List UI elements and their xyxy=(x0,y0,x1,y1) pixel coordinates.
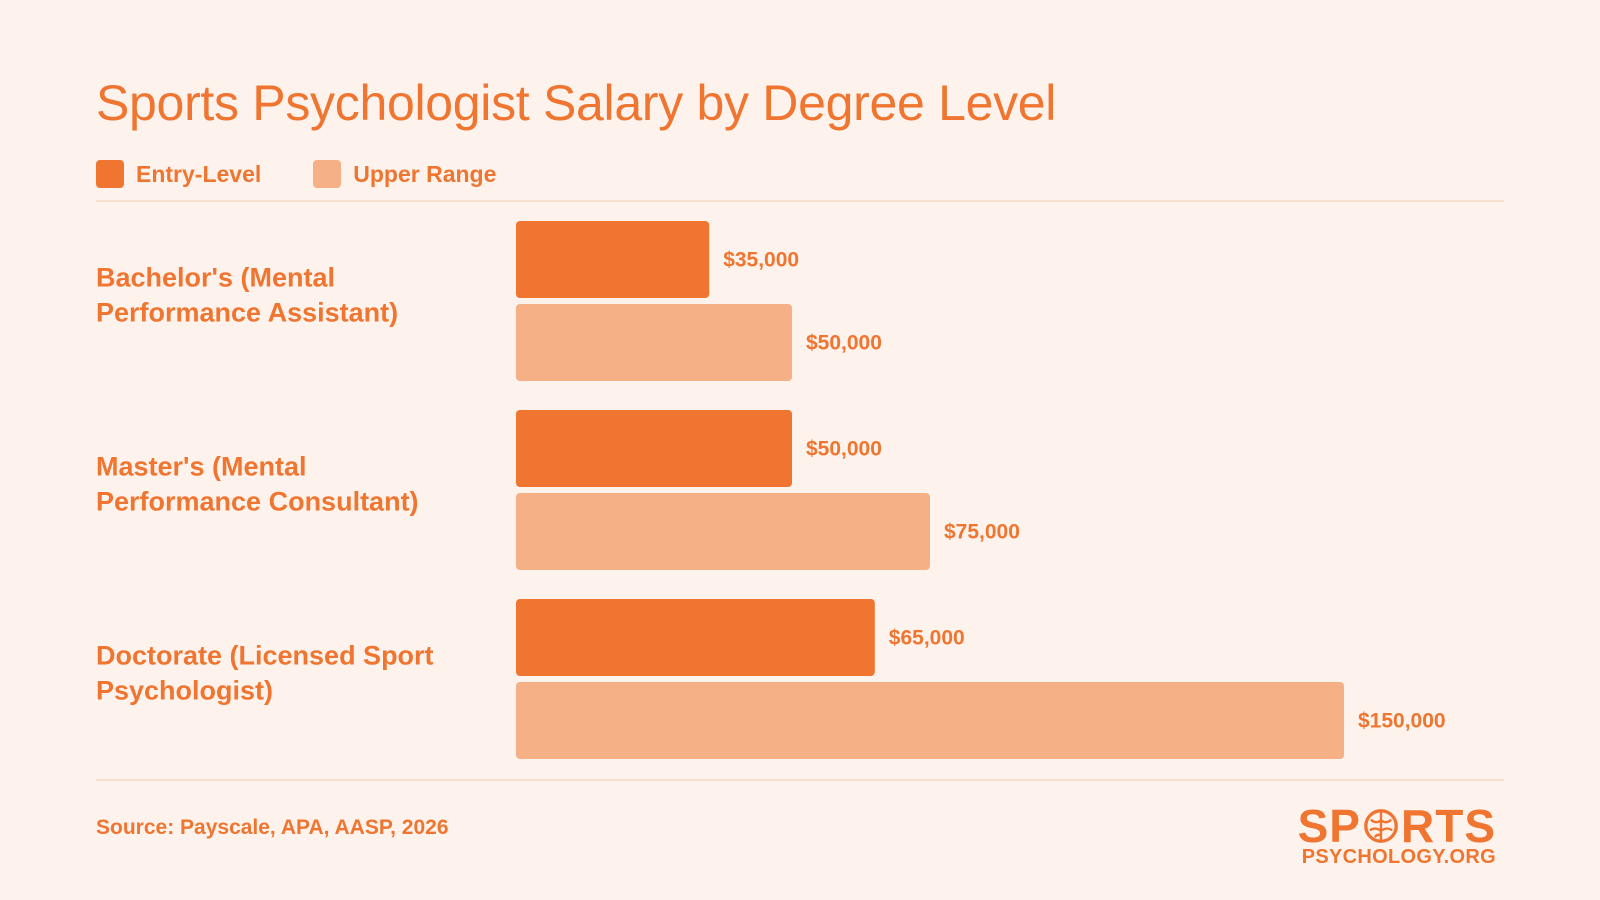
legend-swatch-upper-range xyxy=(313,160,342,188)
category-label: Doctorate (Licensed Sport Psychologist) xyxy=(96,641,434,706)
logo-text-rts: RTS xyxy=(1401,800,1496,852)
data-label: $65,000 xyxy=(889,627,965,650)
source-note: Source: Payscale, APA, AASP, 2026 xyxy=(96,816,449,839)
legend-item-entry-level: Entry-Level xyxy=(96,160,261,188)
legend-item-upper-range: Upper Range xyxy=(313,160,496,188)
logo-wordmark: SP RTS xyxy=(1297,800,1496,852)
legend-swatch-entry-level xyxy=(96,160,124,188)
bar-entry-level xyxy=(516,599,875,676)
legend-label-upper-range: Upper Range xyxy=(353,160,497,187)
bar-upper-range xyxy=(516,682,1344,759)
data-label: $50,000 xyxy=(806,332,882,355)
logo-subtitle: PSYCHOLOGY.ORG xyxy=(1301,846,1496,868)
logo-text-sp: SP xyxy=(1297,800,1361,852)
bottom-divider xyxy=(96,779,1504,781)
legend: Entry-Level Upper Range xyxy=(96,160,548,188)
chart-title: Sports Psychologist Salary by Degree Lev… xyxy=(96,75,1057,131)
bar-entry-level xyxy=(516,410,792,487)
bar-upper-range xyxy=(516,304,792,381)
data-label: $35,000 xyxy=(723,249,799,272)
data-label: $75,000 xyxy=(944,521,1020,544)
brain-icon xyxy=(1364,809,1398,843)
bar-upper-range xyxy=(516,493,930,570)
data-label: $50,000 xyxy=(806,438,882,461)
bar-entry-level xyxy=(516,221,710,298)
category-label: Master's (Mental Performance Consultant) xyxy=(96,452,419,517)
data-label: $150,000 xyxy=(1358,710,1446,733)
legend-label-entry-level: Entry-Level xyxy=(136,160,262,187)
top-divider xyxy=(96,200,1504,202)
category-label: Bachelor's (Mental Performance Assistant) xyxy=(96,263,398,328)
logo: SP RTS PSYCHOLOGY.ORG xyxy=(1297,800,1496,868)
